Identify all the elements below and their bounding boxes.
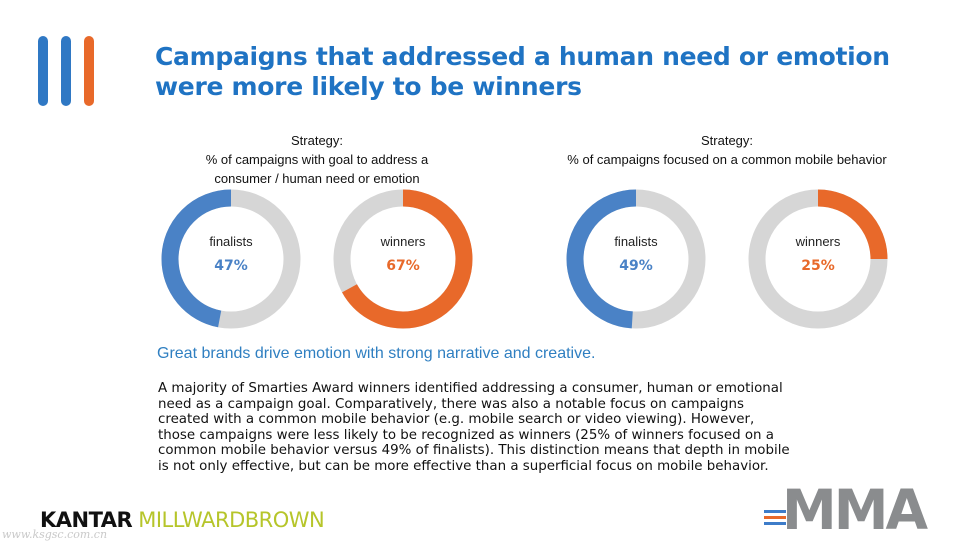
- caption-line: Strategy:: [700, 133, 754, 148]
- donut-segment-winners: [333, 189, 473, 329]
- body-paragraph: A majority of Smarties Award winners ide…: [158, 381, 918, 475]
- watermark: www.ksgsc.com.cn: [2, 528, 108, 541]
- donut-segment-winners: [748, 189, 888, 329]
- mma-lines-icon: [764, 510, 786, 528]
- logo-bars-icon: [38, 36, 94, 106]
- donut-category-label: winners: [380, 234, 426, 249]
- body-line: A majority of Smarties Award winners ide…: [158, 381, 783, 396]
- logo-bar: [84, 36, 94, 106]
- mma-line: [764, 516, 786, 519]
- donut-chart-need-finalists: finalists 47%: [160, 188, 302, 330]
- right-chart-caption: Strategy: % of campaigns focused on a co…: [547, 131, 907, 169]
- mma-line: [764, 522, 786, 525]
- logo-bar: [61, 36, 71, 106]
- donut-svg: [748, 189, 888, 329]
- body-line: is not only effective, but can be more e…: [158, 458, 769, 474]
- kantar-millwardbrown-logo: KANTAR MILLWARDBROWN: [40, 508, 325, 532]
- donut-segment-finalists: [566, 189, 706, 329]
- donut-category-label: winners: [795, 234, 841, 249]
- caption-line: % of campaigns with goal to address a: [205, 152, 429, 167]
- logo-bar: [38, 36, 48, 106]
- page-title: Campaigns that addressed a human need or…: [155, 42, 935, 102]
- mma-wordmark: MMA: [782, 478, 928, 542]
- donut-chart-mobile-winners: winners 25%: [747, 188, 889, 330]
- donut-category-label: finalists: [209, 234, 253, 249]
- body-line: created with a common mobile behavior (e…: [158, 412, 755, 428]
- donut-value-label: 25%: [801, 258, 835, 274]
- donut-category-label: finalists: [614, 234, 658, 249]
- subheading: Great brands drive emotion with strong n…: [157, 345, 596, 362]
- body-line: those campaigns were less likely to be r…: [158, 427, 774, 443]
- donut-value-label: 49%: [619, 258, 653, 274]
- mma-logo: MMA: [764, 478, 944, 542]
- caption-line: consumer / human need or emotion: [214, 171, 420, 186]
- caption-line: % of campaigns focused on a common mobil…: [567, 152, 887, 167]
- caption-line: Strategy:: [290, 133, 344, 148]
- donut-chart-need-winners: winners 67%: [332, 188, 474, 330]
- donut-value-label: 67%: [386, 258, 420, 274]
- donut-svg: [566, 189, 706, 329]
- donut-svg: [333, 189, 473, 329]
- donut-segment-finalists: [161, 189, 301, 329]
- title-line-2: were more likely to be winners: [155, 72, 582, 101]
- body-line: common mobile behavior versus 49% of fin…: [158, 443, 790, 459]
- title-line-1: Campaigns that addressed a human need or…: [155, 42, 890, 71]
- donut-svg: [161, 189, 301, 329]
- mma-line: [764, 510, 786, 513]
- kantar-wordmark: KANTAR: [40, 508, 133, 532]
- body-line: need as a campaign goal. Comparatively, …: [158, 396, 744, 412]
- millwardbrown-wordmark: MILLWARDBROWN: [138, 508, 325, 532]
- donut-chart-mobile-finalists: finalists 49%: [565, 188, 707, 330]
- left-chart-caption: Strategy: % of campaigns with goal to ad…: [157, 131, 477, 188]
- donut-value-label: 47%: [214, 258, 248, 274]
